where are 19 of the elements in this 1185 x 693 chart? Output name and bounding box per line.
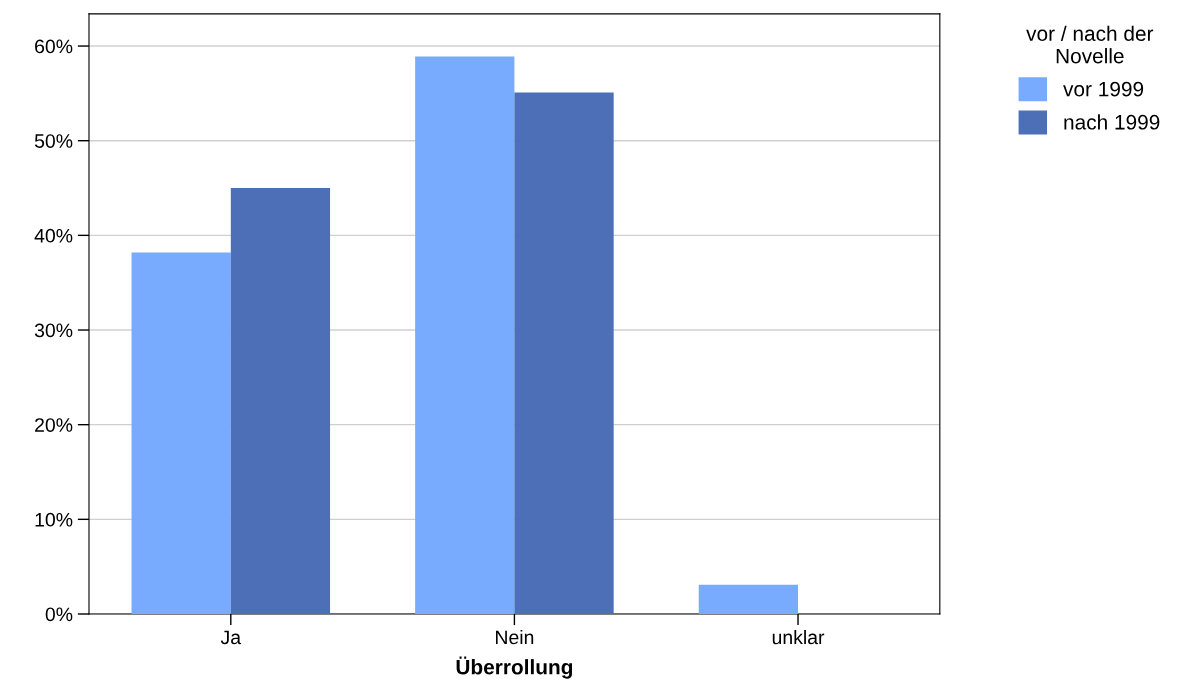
y-tick-label: 20% bbox=[35, 418, 73, 432]
x-tick-label: unklar bbox=[772, 629, 825, 645]
y-tick-label: 10% bbox=[35, 512, 73, 527]
legend-label: vor 1999 bbox=[1063, 81, 1144, 97]
bar bbox=[698, 584, 799, 614]
y-tick-label: 50% bbox=[34, 134, 73, 148]
x-tick-label: Nein bbox=[496, 629, 534, 645]
y-tick-label: 60% bbox=[35, 39, 73, 54]
bar bbox=[131, 252, 231, 614]
legend-title: vor / nach der Novelle bbox=[1026, 25, 1154, 64]
legend-label: nach 1999 bbox=[1064, 114, 1160, 130]
x-tick-label: Ja bbox=[220, 630, 242, 645]
y-tick-label: 40% bbox=[34, 228, 73, 243]
bar bbox=[230, 188, 331, 614]
x-axis-title: Überrollung bbox=[456, 656, 573, 679]
y-tick-label: 0% bbox=[45, 607, 73, 622]
bar bbox=[415, 56, 515, 614]
y-tick-label: 30% bbox=[34, 323, 73, 338]
bar bbox=[514, 92, 614, 614]
